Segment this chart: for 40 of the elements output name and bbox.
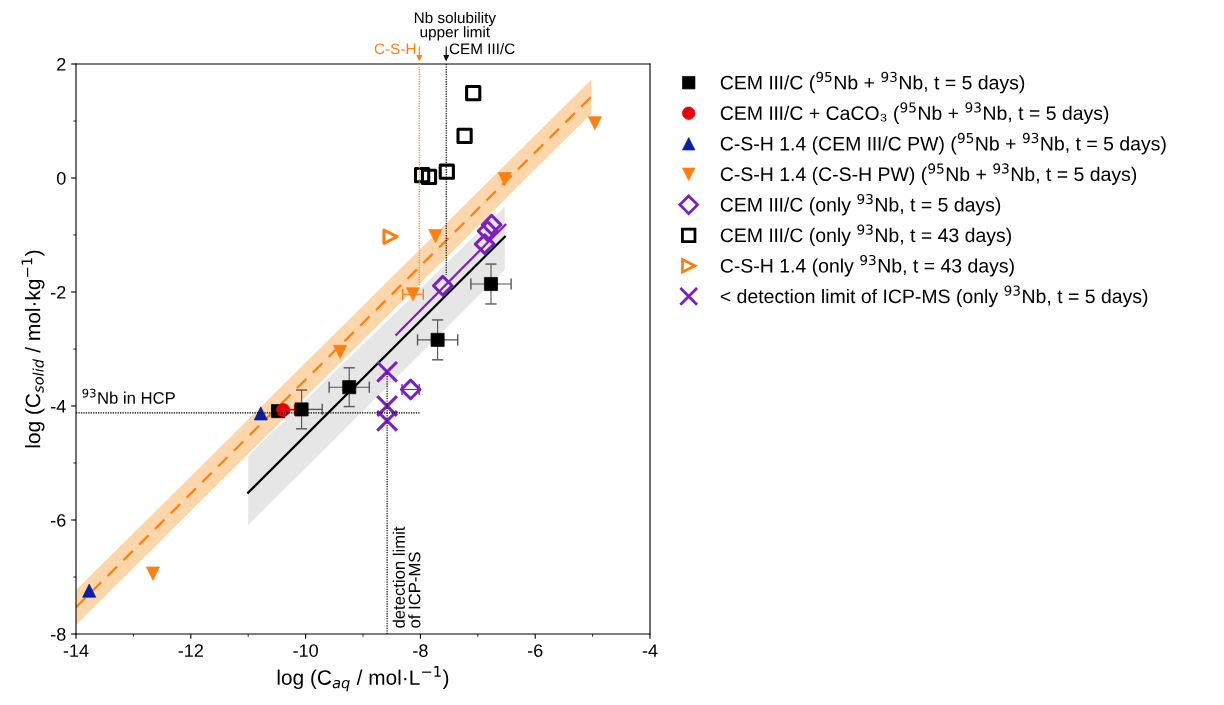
x-tick-label: -6: [527, 644, 543, 657]
y-tick-label: -4: [51, 400, 66, 413]
point: [456, 127, 473, 144]
y-tick-label: 0: [56, 171, 66, 185]
point: [476, 220, 499, 242]
y-tick-label: -8: [51, 627, 66, 641]
point: [431, 274, 454, 297]
legend-label: CEM III/C + CaCO₃ ($^{95}$Nb + $^{93}$Nb, t = 5 days): [720, 102, 1109, 124]
point: [399, 378, 422, 401]
legend-label: CEM III/C (only $^{93}$Nb, t = 43 days): [720, 224, 1011, 246]
point: [414, 167, 431, 184]
point: [480, 213, 503, 236]
x-tick-label: -14: [63, 644, 89, 657]
y-axis-title: log (C$_{solid}$ / mol·kg$^{−1}$): [21, 250, 45, 448]
legend-label: C-S-H 1.4 (only $^{93}$Nb, t = 43 days): [720, 254, 1014, 277]
legend-label: CEM III/C ($^{95}$Nb + $^{93}$Nb, t = 5 days): [720, 71, 1025, 94]
point: [375, 360, 399, 384]
legend-label: < detection limit of ICP-MS (only $^{93}$Nb, t = 5 days): [720, 285, 1148, 308]
x-axis-title: log (C$_{aq}$ / mol·L$^{−1}$): [277, 666, 449, 692]
legend-label: C-S-H 1.4 (C-S-H PW) ($^{95}$Nb + $^{93}$Nb, t = 5 days): [720, 163, 1137, 185]
point: [465, 84, 482, 102]
annotation: $^{93}$Nb in HCP: [82, 388, 175, 404]
point: [473, 233, 496, 255]
point: [438, 163, 455, 180]
x-tick-label: -8: [413, 644, 428, 657]
point: [375, 409, 399, 433]
y-tick-label: -2: [51, 285, 66, 299]
legend-label: CEM III/C (only $^{93}$Nb, t = 5 days): [720, 193, 1001, 216]
annotation: detection limit of ICP-MS: [392, 526, 421, 628]
annotation: C-S-H: [374, 43, 416, 55]
x-tick-label: -10: [293, 644, 318, 657]
y-tick-label: 2: [57, 57, 66, 71]
x-tick-label: -4: [642, 644, 658, 657]
point: [382, 228, 399, 245]
x-tick-label: -12: [178, 644, 203, 657]
annotation: CEM III/C: [449, 42, 515, 55]
y-tick-label: -6: [51, 513, 66, 527]
text: Nb solubility upper limit: [414, 11, 496, 41]
legend-label: C-S-H 1.4 (CEM III/C PW) ($^{95}$Nb + $^{93}$Nb, t = 5 days): [720, 132, 1166, 155]
point: [420, 168, 438, 185]
